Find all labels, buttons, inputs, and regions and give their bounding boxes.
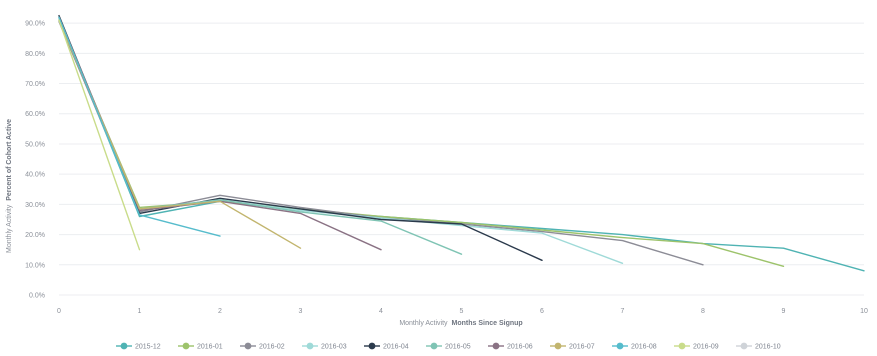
legend-swatch-dot (740, 342, 748, 350)
y-axis-title-prefix: Monthly Activity (6, 204, 13, 253)
legend-label: 2016-03 (321, 344, 347, 351)
legend-swatch-dot (120, 342, 128, 350)
y-tick-label: 10.0% (25, 262, 45, 269)
x-tick-label: 9 (782, 308, 786, 315)
legend-item-2016-10[interactable]: 2016-10 (736, 342, 781, 351)
x-tick-label: 5 (460, 308, 464, 315)
x-tick-label: 0 (57, 308, 61, 315)
legend-label: 2015-12 (135, 344, 161, 351)
legend-item-2016-08[interactable]: 2016-08 (612, 342, 657, 351)
legend-swatch-dot (554, 342, 562, 350)
legend-swatch-dot (678, 342, 686, 350)
legend-item-2016-05[interactable]: 2016-05 (426, 342, 471, 351)
legend-label: 2016-09 (693, 344, 719, 351)
legend-swatch-dot (306, 342, 314, 350)
legend: 2015-12 2016-01 2016-02 2016-03 2016-04 2016-… (116, 342, 781, 351)
series-lines (58, 14, 865, 272)
series-line-2016-02 (58, 20, 704, 266)
x-tick-label: 7 (621, 308, 625, 315)
x-tick-label: 4 (379, 308, 383, 315)
x-tick-label: 1 (138, 308, 142, 315)
y-tick-label: 40.0% (25, 172, 45, 179)
x-axis-title-main: Months Since Signup (452, 320, 523, 327)
legend-swatch-dot (492, 342, 500, 350)
legend-swatch-dot (430, 342, 438, 350)
legend-label: 2016-10 (755, 344, 781, 351)
x-tick-label: 10 (860, 308, 868, 315)
legend-label: 2016-08 (631, 344, 657, 351)
y-tick-label: 90.0% (25, 21, 45, 28)
x-axis-title-prefix: Monthly Activity (399, 320, 448, 327)
legend-label: 2016-02 (259, 344, 285, 351)
x-axis-ticks: 0 1 2 3 4 5 6 7 8 9 10 (57, 308, 868, 315)
x-axis-title: Monthly Activity Months Since Signup (399, 320, 522, 327)
series-line-2016-07 (58, 19, 302, 249)
legend-item-2016-09[interactable]: 2016-09 (674, 342, 719, 351)
x-tick-label: 2 (218, 308, 222, 315)
y-tick-label: 50.0% (25, 141, 45, 148)
series-line-2016-01 (58, 19, 785, 267)
legend-label: 2016-01 (197, 344, 223, 351)
legend-label: 2016-05 (445, 344, 471, 351)
legend-label: 2016-06 (507, 344, 533, 351)
y-axis-ticks: 0.0% 10.0% 20.0% 30.0% 40.0% 50.0% 60.0% 70.0% 8… (25, 21, 45, 300)
legend-label: 2016-04 (383, 344, 409, 351)
x-tick-label: 6 (540, 308, 544, 315)
legend-item-2016-07[interactable]: 2016-07 (550, 342, 595, 351)
legend-item-2016-02[interactable]: 2016-02 (240, 342, 285, 351)
legend-item-2016-03[interactable]: 2016-03 (302, 342, 347, 351)
series-line-2016-09 (58, 19, 141, 251)
y-axis-title: Monthly Activity Percent of Cohort Activ… (6, 119, 13, 253)
legend-swatch-dot (616, 342, 624, 350)
legend-item-2015-12[interactable]: 2015-12 (116, 342, 161, 351)
legend-label: 2016-07 (569, 344, 595, 351)
y-tick-label: 30.0% (25, 202, 45, 209)
x-tick-label: 3 (299, 308, 303, 315)
y-tick-label: 20.0% (25, 232, 45, 239)
series-line-2016-08 (58, 16, 221, 237)
legend-swatch-dot (244, 342, 252, 350)
y-tick-label: 80.0% (25, 51, 45, 58)
y-tick-label: 60.0% (25, 111, 45, 118)
series-line-2016-03 (58, 17, 624, 264)
y-tick-label: 70.0% (25, 81, 45, 88)
legend-item-2016-06[interactable]: 2016-06 (488, 342, 533, 351)
y-tick-label: 0.0% (29, 293, 45, 300)
legend-swatch-dot (182, 342, 190, 350)
x-tick-label: 8 (701, 308, 705, 315)
legend-item-2016-04[interactable]: 2016-04 (364, 342, 409, 351)
legend-item-2016-01[interactable]: 2016-01 (178, 342, 223, 351)
legend-swatch-dot (368, 342, 376, 350)
y-axis-title-main: Percent of Cohort Active (6, 119, 13, 201)
